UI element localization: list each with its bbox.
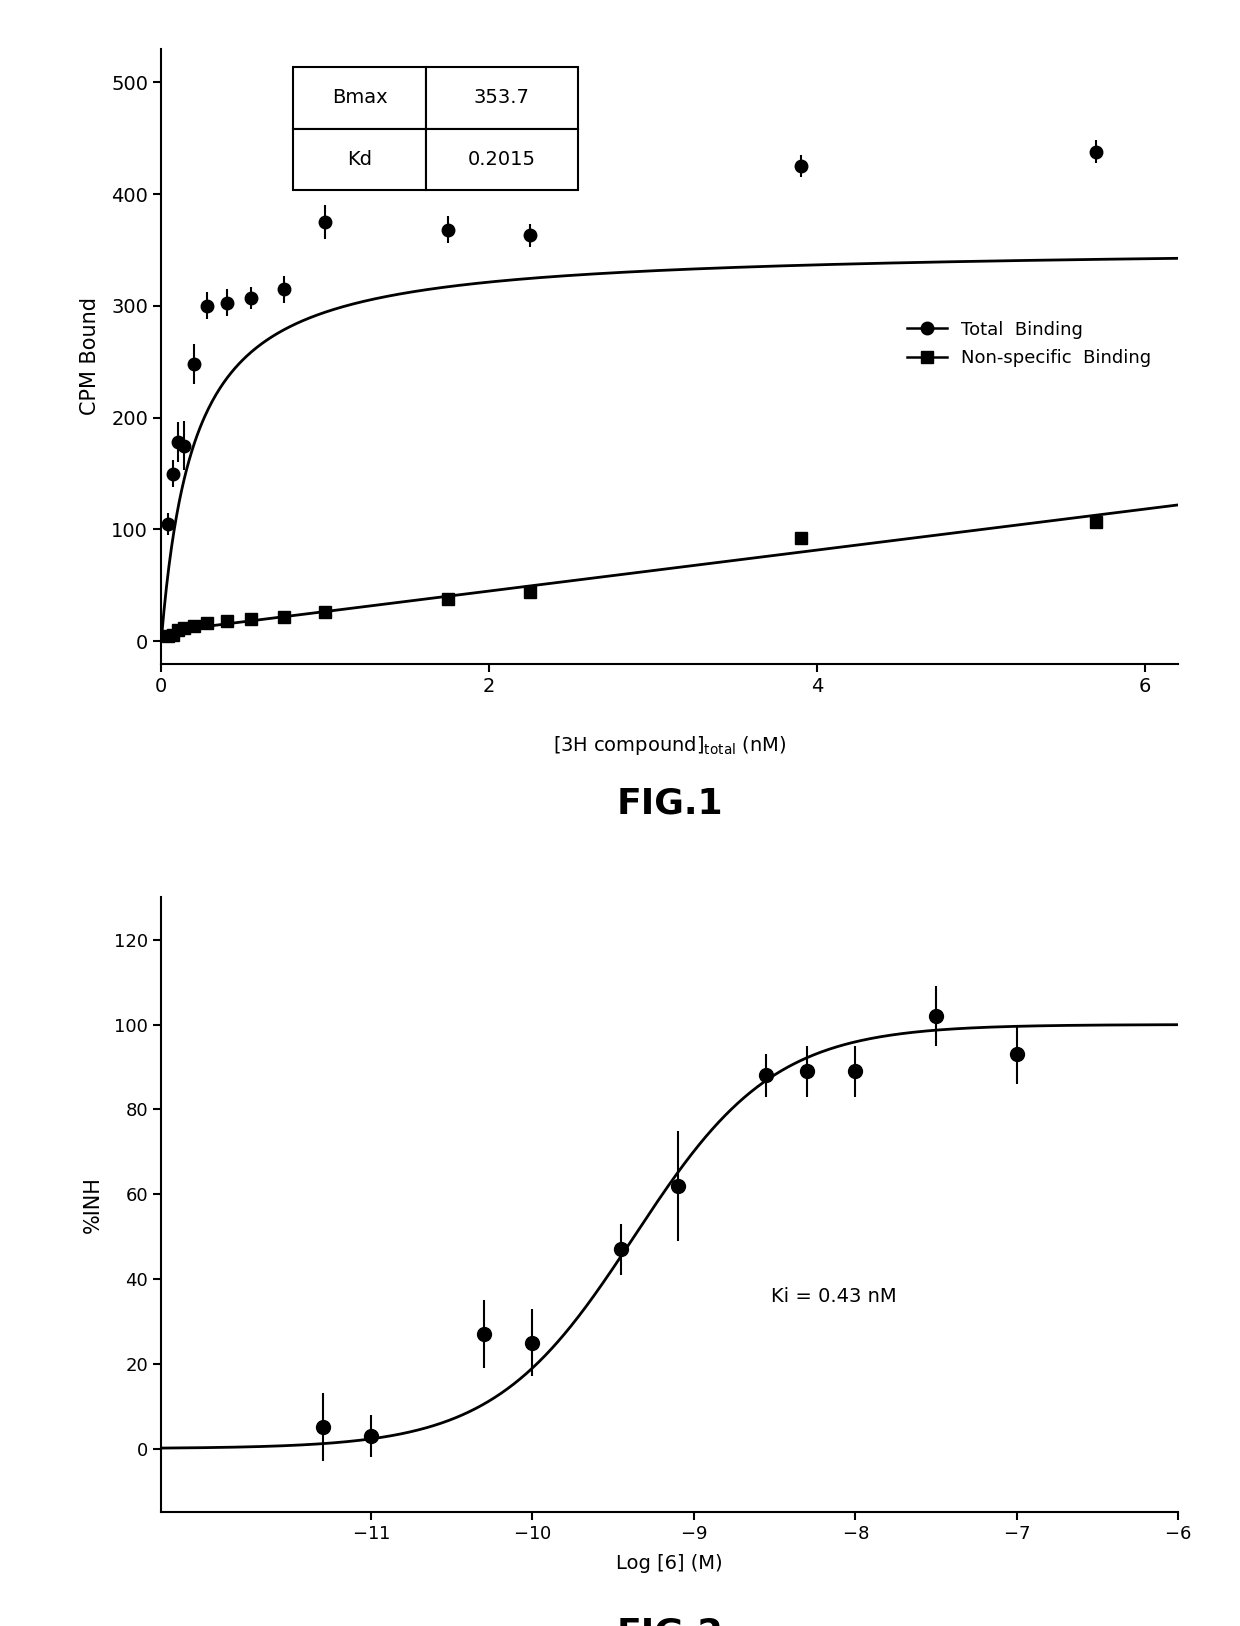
Bar	[425, 67, 578, 128]
Y-axis label: %INH: %INH	[83, 1176, 103, 1233]
Text: FIG.2: FIG.2	[616, 1616, 723, 1626]
X-axis label: Log [6] (M): Log [6] (M)	[616, 1554, 723, 1574]
Text: Ki = 0.43 nM: Ki = 0.43 nM	[771, 1288, 897, 1306]
Bar	[294, 128, 425, 190]
Text: Bmax: Bmax	[331, 88, 387, 107]
Bar	[425, 128, 578, 190]
Text: 0.2015: 0.2015	[467, 150, 536, 169]
Legend: Total  Binding, Non-specific  Binding: Total Binding, Non-specific Binding	[900, 314, 1159, 374]
Text: FIG.1: FIG.1	[616, 787, 723, 821]
Bar	[294, 67, 425, 128]
Text: [3H compound]$_{\rm total}$ (nM): [3H compound]$_{\rm total}$ (nM)	[553, 735, 786, 758]
Text: Kd: Kd	[347, 150, 372, 169]
Text: 353.7: 353.7	[474, 88, 529, 107]
Y-axis label: CPM Bound: CPM Bound	[79, 298, 100, 415]
